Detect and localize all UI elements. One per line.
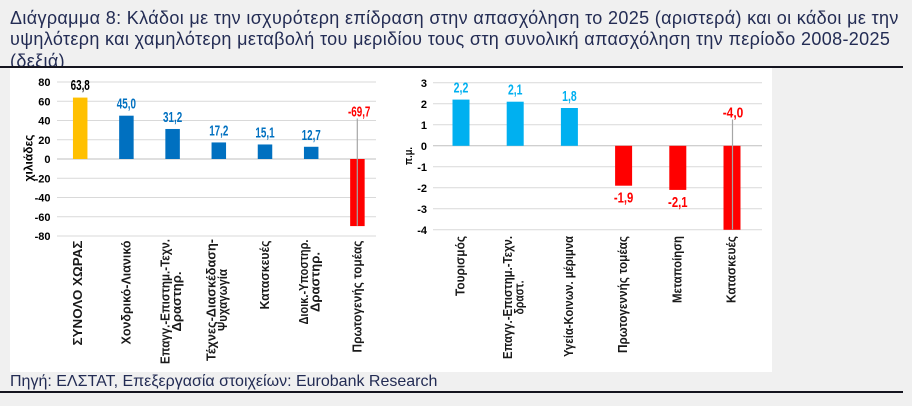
svg-text:60: 60: [38, 96, 50, 108]
svg-text:π.μ.: π.μ.: [403, 147, 415, 165]
svg-text:Πρωτογενής τομέας: Πρωτογενής τομέας: [350, 240, 365, 352]
svg-text:1,8: 1,8: [562, 88, 577, 105]
svg-text:Κατασκευές: Κατασκευές: [724, 236, 739, 303]
svg-text:-40: -40: [35, 193, 51, 205]
svg-text:2,2: 2,2: [454, 80, 469, 97]
svg-text:-2,1: -2,1: [668, 194, 688, 211]
svg-text:-3: -3: [417, 204, 427, 216]
svg-text:2: 2: [421, 99, 427, 111]
svg-text:-20: -20: [35, 173, 51, 185]
svg-text:Πρωτογεννής τομέας: Πρωτογεννής τομέας: [615, 236, 630, 353]
svg-text:ΣΥΝΟΛΟ ΧΩΡΑΣ: ΣΥΝΟΛΟ ΧΩΡΑΣ: [70, 240, 85, 345]
svg-text:-80: -80: [35, 231, 51, 243]
svg-text:Επαγγ.-Επιστημ.-Τεχν.: Επαγγ.-Επιστημ.-Τεχν.: [500, 236, 515, 359]
svg-text:15,1: 15,1: [255, 125, 274, 142]
svg-text:Τέχνες-Διασκέδαση-: Τέχνες-Διασκέδαση-: [204, 239, 219, 361]
svg-text:-4: -4: [417, 225, 428, 237]
svg-text:Επαγγ.-Επιστημ.-Τεχν.: Επαγγ.-Επιστημ.-Τεχν.: [157, 239, 172, 364]
svg-text:Δραστηρ.: Δραστηρ.: [169, 272, 184, 332]
svg-text:Μεταποίηση: Μεταποίηση: [669, 236, 684, 303]
svg-text:0: 0: [421, 141, 427, 153]
svg-text:45,0: 45,0: [117, 96, 136, 113]
svg-text:-1,9: -1,9: [614, 190, 634, 207]
svg-text:Υγεία-Κοινων. μέριμνα: Υγεία-Κοινων. μέριμνα: [561, 236, 576, 357]
svg-text:0: 0: [44, 154, 50, 166]
svg-text:20: 20: [38, 135, 50, 147]
svg-text:40: 40: [38, 116, 50, 128]
svg-text:-60: -60: [35, 212, 51, 224]
svg-text:2,1: 2,1: [508, 82, 523, 99]
svg-text:31,2: 31,2: [163, 109, 182, 126]
svg-text:Διοικ.-Υποστηρ.: Διοικ.-Υποστηρ.: [296, 240, 311, 325]
svg-text:Τουρισμός: Τουρισμός: [453, 236, 468, 296]
svg-text:63,8: 63,8: [71, 77, 90, 94]
svg-text:-1: -1: [417, 162, 427, 174]
svg-text:17,2: 17,2: [209, 122, 228, 139]
svg-text:-2: -2: [417, 183, 427, 195]
svg-text:1: 1: [421, 120, 427, 132]
svg-text:80: 80: [38, 77, 50, 89]
svg-text:Ψυχαγωγία: Ψυχαγωγία: [215, 269, 230, 331]
svg-text:-69,7: -69,7: [348, 103, 370, 120]
svg-text:δραστ.: δραστ.: [512, 281, 527, 315]
svg-text:12,7: 12,7: [302, 127, 321, 144]
svg-text:χιλιάδες: χιλιάδες: [22, 135, 36, 182]
svg-text:Κατασκευές: Κατασκευές: [257, 240, 272, 309]
svg-text:-4,0: -4,0: [723, 105, 744, 122]
svg-text:Χονδρικό-Λιανικό: Χονδρικό-Λιανικό: [119, 240, 134, 344]
svg-text:Δραστηρ.: Δραστηρ.: [307, 252, 322, 312]
svg-text:3: 3: [421, 78, 427, 90]
